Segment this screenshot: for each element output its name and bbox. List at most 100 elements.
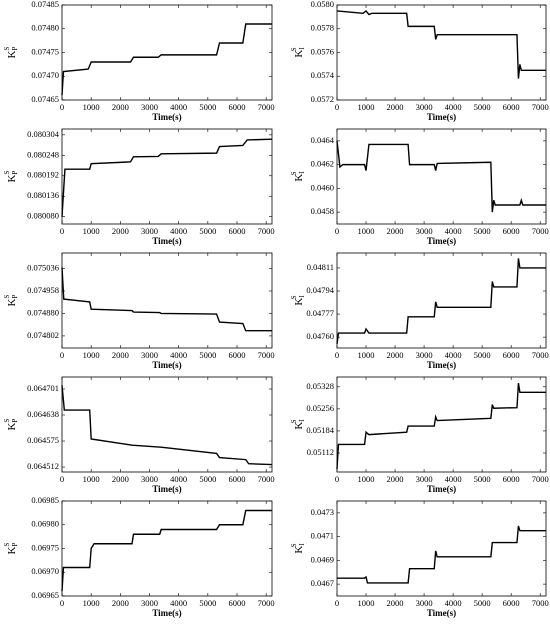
y-label-base: K <box>6 546 18 554</box>
y-tick-label: 0.080136 <box>27 190 59 200</box>
panel: 0 1000 2000 3000 4000 5000 6000 7000 0.064512 0.0… <box>3 376 275 494</box>
x-tick-label: 6000 <box>229 598 246 608</box>
plot-frame <box>336 128 547 225</box>
y-tick-label: 0.07470 <box>31 70 59 80</box>
x-tick-label: 2000 <box>112 598 129 608</box>
x-tick-label: 7000 <box>258 350 275 360</box>
x-tick-label: 6000 <box>503 474 520 484</box>
x-tick-label: 0 <box>335 226 339 236</box>
x-tick-label: 0 <box>60 226 64 236</box>
x-tick-label: 7000 <box>532 474 549 484</box>
y-label-base: K <box>293 422 305 430</box>
x-tick-label: 2000 <box>112 474 129 484</box>
x-tick-label: 4000 <box>170 226 187 236</box>
y-label-base: K <box>293 298 305 306</box>
x-tick-label: 1000 <box>358 474 375 484</box>
x-tick-label: 0 <box>60 474 64 484</box>
y-tick-label: 0.0458 <box>311 206 334 216</box>
y-label-base: K <box>6 298 18 306</box>
x-axis-label: Time(s) <box>427 360 456 370</box>
x-tick-label: 0 <box>60 102 64 112</box>
x-tick-label: 0 <box>335 474 339 484</box>
y-label-sup: S <box>3 47 11 51</box>
x-tick-label: 5000 <box>199 102 216 112</box>
plot-frame <box>61 4 273 101</box>
x-tick-label: 7000 <box>258 598 275 608</box>
x-tick-label: 5000 <box>199 598 216 608</box>
x-tick-label: 3000 <box>416 598 433 608</box>
x-tick-label: 1000 <box>83 226 100 236</box>
y-label-sup: S <box>290 295 298 299</box>
panel: 0 1000 2000 3000 4000 5000 6000 7000 0.0572 0.057… <box>290 0 549 122</box>
y-tick-label: 0.0467 <box>311 578 334 588</box>
y-label-base: K <box>6 174 18 182</box>
x-axis-label: Time(s) <box>427 236 456 246</box>
y-tick-label: 0.06970 <box>31 566 59 576</box>
x-tick-label: 2000 <box>387 102 404 112</box>
plot-frame <box>336 376 547 473</box>
y-label-sub: P <box>11 170 19 174</box>
y-label-sup: S <box>290 419 298 423</box>
y-tick-label: 0.0460 <box>311 182 334 192</box>
y-label-sub: I <box>298 419 306 422</box>
plot-frame <box>336 4 547 101</box>
y-tick-label: 0.05328 <box>306 381 334 391</box>
x-tick-label: 0 <box>60 598 64 608</box>
x-tick-label: 5000 <box>474 226 491 236</box>
plot-frame <box>61 376 273 473</box>
y-label-base: K <box>6 50 18 58</box>
y-tick-label: 0.080304 <box>27 129 60 139</box>
y-tick-label: 0.06980 <box>31 519 59 529</box>
x-tick-label: 7000 <box>258 474 275 484</box>
data-line <box>61 267 272 332</box>
y-tick-label: 0.07475 <box>31 46 59 56</box>
x-tick-label: 4000 <box>170 350 187 360</box>
x-tick-label: 5000 <box>474 102 491 112</box>
x-tick-label: 6000 <box>503 102 520 112</box>
plot-frame <box>336 500 547 597</box>
y-axis-label: KIS <box>290 295 306 306</box>
x-tick-label: 1000 <box>358 102 375 112</box>
plot-frame <box>61 252 273 349</box>
y-tick-label: 0.04794 <box>306 285 334 295</box>
y-label-sup: S <box>3 419 11 423</box>
y-tick-label: 0.06985 <box>31 495 59 505</box>
y-axis-label: KIS <box>290 171 306 182</box>
y-label-sup: S <box>290 543 298 547</box>
x-tick-label: 4000 <box>445 350 462 360</box>
panel: 0 1000 2000 3000 4000 5000 6000 7000 0.080080 0.0… <box>3 128 275 246</box>
x-tick-label: 3000 <box>141 350 158 360</box>
x-tick-label: 6000 <box>503 226 520 236</box>
y-tick-label: 0.04811 <box>307 262 334 272</box>
y-tick-label: 0.080080 <box>27 211 59 221</box>
y-label-sub: P <box>11 542 19 546</box>
x-tick-label: 3000 <box>416 102 433 112</box>
x-tick-label: 2000 <box>112 226 129 236</box>
x-tick-label: 7000 <box>532 350 549 360</box>
x-tick-label: 7000 <box>532 598 549 608</box>
y-label-sup: S <box>290 171 298 175</box>
y-label-sub: P <box>11 294 19 298</box>
y-tick-label: 0.0464 <box>311 135 335 145</box>
y-axis-label: KPS <box>3 170 19 182</box>
y-tick-label: 0.0576 <box>311 46 334 56</box>
y-tick-label: 0.05256 <box>306 403 334 413</box>
x-tick-label: 2000 <box>387 226 404 236</box>
y-axis-label: KIS <box>290 543 306 554</box>
x-axis-label: Time(s) <box>152 484 181 494</box>
x-axis-label: Time(s) <box>152 360 181 370</box>
x-tick-label: 3000 <box>141 598 158 608</box>
y-tick-label: 0.074802 <box>27 330 59 340</box>
y-tick-label: 0.07465 <box>31 94 59 104</box>
x-tick-label: 2000 <box>387 350 404 360</box>
y-tick-label: 0.064512 <box>27 461 59 471</box>
x-tick-label: 6000 <box>229 350 246 360</box>
y-label-base: K <box>293 174 305 182</box>
x-tick-label: 0 <box>335 102 339 112</box>
x-tick-label: 2000 <box>387 474 404 484</box>
x-tick-label: 6000 <box>229 226 246 236</box>
y-tick-label: 0.07480 <box>31 23 59 33</box>
x-tick-label: 7000 <box>532 102 549 112</box>
y-label-base: K <box>293 546 305 554</box>
